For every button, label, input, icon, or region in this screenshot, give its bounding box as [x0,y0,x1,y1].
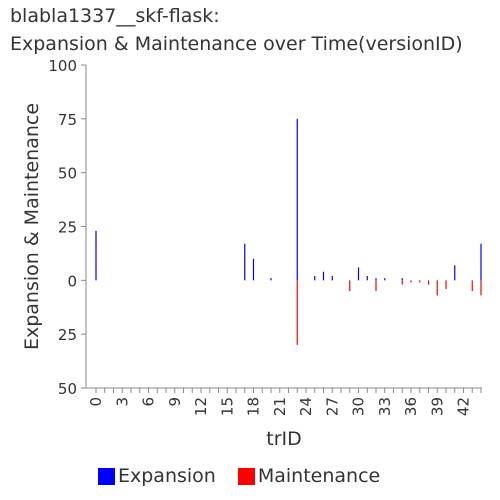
legend-label-expansion: Expansion [118,465,216,487]
x-tick-label: 18 [245,397,263,416]
x-tick-label: 30 [350,397,368,416]
y-tick-label: 0 [67,272,77,290]
x-tick-label: 3 [113,397,131,407]
x-tick-label: 6 [140,397,158,407]
x-tick-label: 24 [297,397,315,416]
x-tick-label: 12 [192,397,210,416]
x-tick-label: 36 [402,397,420,416]
y-tick-label: 50 [58,380,77,398]
x-tick-label: 9 [166,397,184,407]
y-tick-label: 25 [58,219,77,237]
chart-title-line1: blabla1337__skf-flask: [10,5,220,27]
y-axis-label: Expansion & Maintenance [21,103,43,350]
legend-item-expansion: Expansion [98,465,216,487]
x-axis-label: trID [266,428,302,450]
x-tick-label: 39 [428,397,446,416]
y-tick-label: 75 [58,111,77,129]
y-tick-label: 100 [48,57,77,75]
legend: Expansion Maintenance [98,465,402,487]
x-tick-label: 33 [376,397,394,416]
x-tick-label: 15 [218,397,236,416]
x-tick-label: 42 [455,397,473,416]
legend-item-maintenance: Maintenance [237,465,381,487]
x-tick-label: 0 [87,397,105,407]
y-tick-label: 50 [58,165,77,183]
y-tick-label: 25 [58,326,77,344]
chart-title-line2: Expansion & Maintenance over Time(versio… [10,33,463,55]
x-tick-label: 27 [323,397,341,416]
x-tick-label: 21 [271,397,289,416]
legend-swatch-expansion [98,467,115,485]
legend-label-maintenance: Maintenance [257,465,381,487]
legend-swatch-maintenance [237,467,255,485]
